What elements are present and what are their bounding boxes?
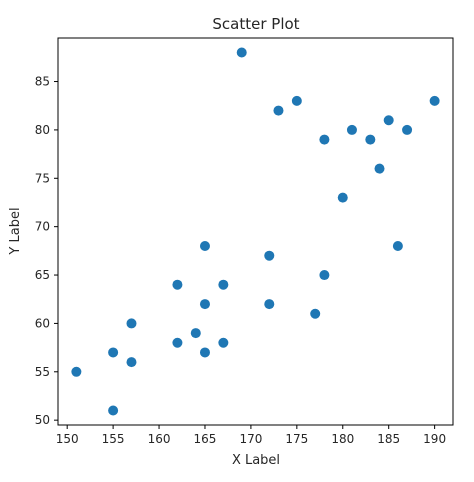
scatter-point (108, 347, 119, 358)
y-tick-label: 65 (35, 268, 50, 282)
scatter-point (190, 328, 201, 339)
y-tick-label: 55 (35, 365, 50, 379)
scatter-point (199, 241, 210, 252)
y-tick-label: 80 (35, 123, 50, 137)
y-axis-ticks: 50 55 60 65 70 75 80 85 (35, 75, 58, 427)
scatter-point (199, 299, 210, 310)
x-axis-ticks: 150 155 160 165 170 175 180 185 190 (56, 425, 446, 446)
scatter-point (337, 192, 348, 203)
y-tick-label: 85 (35, 75, 50, 89)
x-tick-label: 150 (56, 432, 79, 446)
scatter-point (429, 95, 440, 106)
plot-frame (57, 37, 454, 426)
scatter-point (365, 134, 376, 145)
scatter-point (126, 357, 137, 368)
scatter-point (319, 134, 330, 145)
chart-title: Scatter Plot (212, 15, 299, 33)
scatter-point (402, 124, 413, 135)
y-tick-label: 60 (35, 316, 50, 330)
scatter-point (218, 279, 229, 290)
scatter-point (383, 115, 394, 126)
y-axis-label: Y Label (8, 207, 23, 255)
scatter-point (319, 270, 330, 281)
x-tick-label: 155 (102, 432, 125, 446)
y-tick-label: 75 (35, 171, 50, 185)
data-points (71, 47, 440, 416)
y-tick-label: 70 (35, 220, 50, 234)
x-tick-label: 170 (239, 432, 262, 446)
scatter-point (346, 124, 357, 135)
scatter-point (172, 279, 183, 290)
scatter-point (374, 163, 385, 174)
x-tick-label: 185 (377, 432, 400, 446)
scatter-point (392, 241, 403, 252)
x-tick-label: 190 (423, 432, 446, 446)
plot-area (57, 37, 454, 426)
scatter-point (108, 405, 119, 416)
scatter-point (218, 337, 229, 348)
scatter-point (291, 95, 302, 106)
scatter-point (273, 105, 284, 116)
x-tick-label: 180 (331, 432, 354, 446)
scatter-point (236, 47, 247, 58)
scatter-point (264, 299, 275, 310)
scatter-point (126, 318, 137, 329)
scatter-point (310, 308, 321, 319)
scatter-point (264, 250, 275, 261)
x-axis-label: X Label (232, 453, 280, 468)
scatter-point (199, 347, 210, 358)
x-tick-label: 165 (194, 432, 217, 446)
x-tick-label: 160 (148, 432, 171, 446)
scatter-point (71, 366, 82, 377)
y-tick-label: 50 (35, 413, 50, 427)
scatter-point (172, 337, 183, 348)
x-tick-label: 175 (285, 432, 308, 446)
